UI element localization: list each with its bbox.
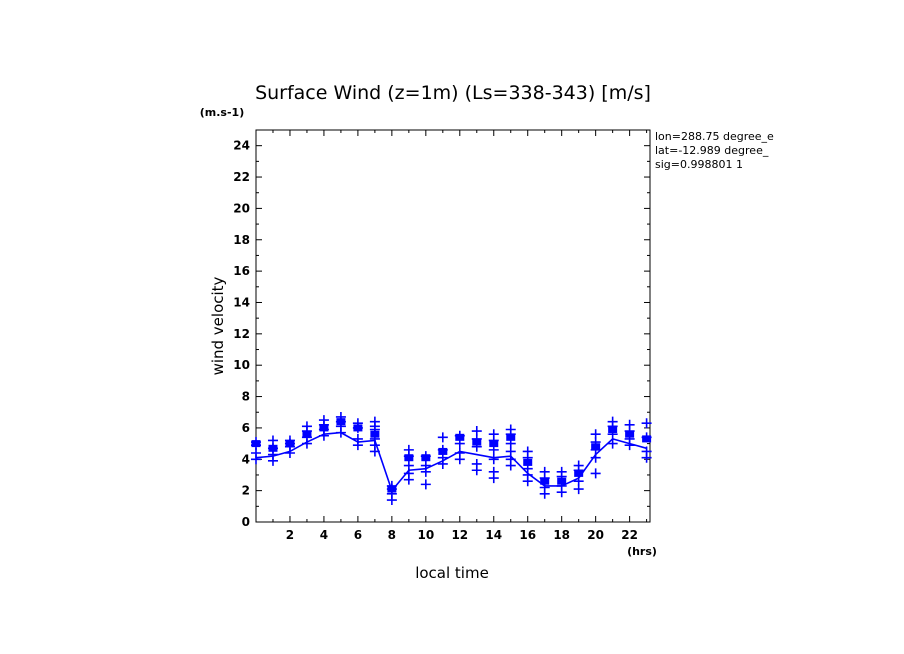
mean-marker [353, 424, 363, 432]
info-lon: lon=288.75 degree_e [655, 130, 774, 143]
scatter-point [301, 421, 312, 432]
y-tick-label: 6 [242, 421, 250, 435]
x-tick-label: 20 [587, 528, 604, 542]
mean-marker [540, 477, 550, 485]
scatter-point [318, 415, 329, 426]
mean-marker [455, 433, 465, 441]
mean-marker [591, 443, 601, 451]
scatter-point [641, 418, 652, 429]
scatter-point [369, 416, 380, 427]
scatter-point [488, 454, 499, 465]
y-tick-label: 20 [233, 201, 250, 215]
x-tick-label: 2 [286, 528, 294, 542]
scatter-point [624, 419, 635, 430]
series-line [255, 431, 647, 493]
x-tick-label: 22 [621, 528, 638, 542]
mean-marker [557, 477, 567, 485]
mean-marker [370, 430, 380, 438]
scatter-point [420, 479, 431, 490]
mean-marker [319, 424, 329, 432]
x-tick-label: 4 [320, 528, 328, 542]
mean-marker [302, 430, 312, 438]
y-unit-label: (m.s-1) [200, 106, 244, 119]
mean-marker [608, 425, 618, 433]
x-tick-label: 10 [417, 528, 434, 542]
scatter-point [590, 468, 601, 479]
scatter-point [488, 466, 499, 477]
scatter-point [471, 458, 482, 469]
scatter-point [590, 429, 601, 440]
scatter-point [539, 466, 550, 477]
mean-marker [404, 454, 414, 462]
scatter-point [403, 444, 414, 455]
scatter-point [471, 426, 482, 437]
mean-marker [285, 440, 295, 448]
scatter-point [403, 460, 414, 471]
mean-marker [625, 430, 635, 438]
scatter-point [522, 446, 533, 457]
y-tick-label: 2 [242, 484, 250, 498]
mean-marker [268, 444, 278, 452]
info-sig: sig=0.998801 1 [655, 158, 743, 171]
mean-marker [438, 447, 448, 455]
y-tick-label: 4 [242, 452, 250, 466]
scatter-point [437, 432, 448, 443]
mean-marker [387, 485, 397, 493]
y-tick-label: 18 [233, 233, 250, 247]
mean-marker [642, 435, 652, 443]
scatter-point [488, 429, 499, 440]
mean-marker [336, 418, 346, 426]
y-tick-label: 14 [233, 295, 250, 309]
plot-marks [251, 411, 652, 506]
y-tick-label: 10 [233, 358, 250, 372]
y-tick-label: 24 [233, 139, 250, 153]
scatter-point [505, 424, 516, 435]
y-tick-label: 0 [242, 515, 250, 529]
scatter-point [607, 438, 618, 449]
plot-frame [255, 129, 651, 523]
x-tick-label: 12 [451, 528, 468, 542]
mean-marker [523, 458, 533, 466]
chart-title: Surface Wind (z=1m) (Ls=338-343) [m/s] [255, 82, 651, 104]
mean-marker [421, 454, 431, 462]
y-tick-label: 12 [233, 327, 250, 341]
y-axis-label: wind velocity [209, 276, 227, 375]
mean-marker [489, 440, 499, 448]
scatter-point [573, 460, 584, 471]
x-tick-label: 16 [519, 528, 536, 542]
x-tick-label: 18 [553, 528, 570, 542]
y-tick-label: 22 [233, 170, 250, 184]
scatter-point [420, 460, 431, 471]
x-unit-label: (hrs) [627, 545, 657, 558]
scatter-point [454, 448, 465, 459]
scatter-point [641, 446, 652, 457]
x-tick-label: 8 [388, 528, 396, 542]
mean-marker [472, 438, 482, 446]
mean-marker [506, 433, 516, 441]
mean-marker [574, 469, 584, 477]
scatter-point [573, 476, 584, 487]
scatter-point [267, 435, 278, 446]
x-tick-label: 6 [354, 528, 362, 542]
scatter-point [556, 466, 567, 477]
y-tick-label: 16 [233, 264, 250, 278]
y-tick-label: 8 [242, 390, 250, 404]
scatter-point [607, 416, 618, 427]
x-tick-label: 14 [485, 528, 502, 542]
x-axis-label: local time [415, 564, 489, 582]
mean-marker [251, 440, 261, 448]
scatter-point [352, 433, 363, 444]
info-lat: lat=-12.989 degree_ [655, 144, 769, 157]
